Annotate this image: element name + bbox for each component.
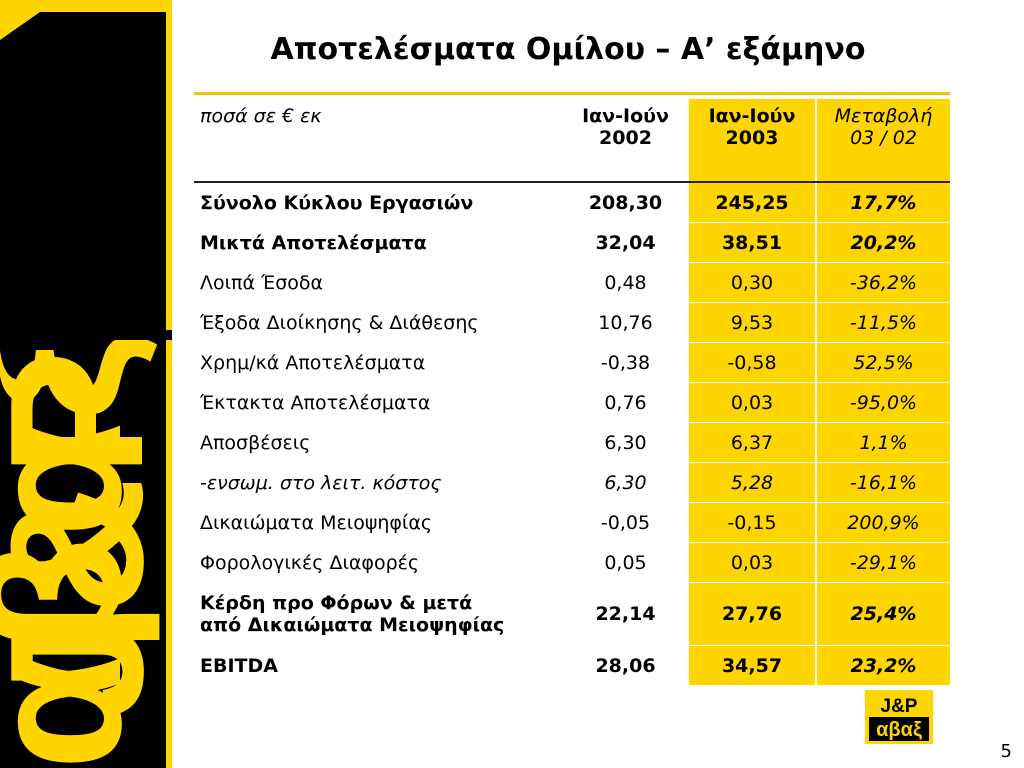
table-row: Φορολογικές Διαφορές 0,05 0,03 -29,1% <box>194 542 950 583</box>
row-label: EBITDA <box>194 645 564 685</box>
value-change: 25,4% <box>815 582 950 646</box>
header-2003: Ιαν-Ιούν 2003 <box>687 99 816 183</box>
table-row: -ενσωμ. στο λειτ. κόστος 6,30 5,28 -16,1… <box>194 462 950 503</box>
table-row: Μικτά Αποτελέσματα 32,04 38,51 20,2% <box>194 222 950 263</box>
table-row: Λοιπά Έσοδα 0,48 0,30 -36,2% <box>194 262 950 303</box>
value-2003: 245,25 <box>687 181 816 223</box>
svg-text:J&P: J&P <box>881 696 918 717</box>
value-2002: -0,38 <box>564 342 688 383</box>
table-row: Δικαιώματα Μειοψηφίας -0,05 -0,15 200,9% <box>194 502 950 543</box>
row-label: Σύνολο Κύκλου Εργασιών <box>194 181 564 223</box>
title-divider <box>194 92 950 95</box>
value-2003: -0,15 <box>687 502 816 543</box>
table-row: Έξοδα Διοίκησης & Διάθεσης 10,76 9,53 -1… <box>194 302 950 343</box>
value-2003: 0,03 <box>687 382 816 423</box>
value-2002: -0,05 <box>564 502 688 543</box>
results-table: ποσά σε € εκ Ιαν-Ιούν 2002 Ιαν-Ιούν 2003… <box>194 99 950 685</box>
header-change: Μεταβολή 03 / 02 <box>815 99 950 183</box>
value-change: 23,2% <box>815 645 950 685</box>
value-2002: 22,14 <box>564 582 688 646</box>
header-units: ποσά σε € εκ <box>194 99 564 183</box>
value-2003: 34,57 <box>687 645 816 685</box>
row-label: Χρημ/κά Αποτελέσματα <box>194 342 564 383</box>
row-label: Μικτά Αποτελέσματα <box>194 222 564 263</box>
value-2003: -0,58 <box>687 342 816 383</box>
value-change: 52,5% <box>815 342 950 383</box>
svg-text:αβαξ: αβαξ <box>0 335 161 768</box>
value-change: 200,9% <box>815 502 950 543</box>
row-label: Λοιπά Έσοδα <box>194 262 564 303</box>
value-change: -95,0% <box>815 382 950 423</box>
value-2003: 6,37 <box>687 422 816 463</box>
value-2003: 0,03 <box>687 542 816 583</box>
value-change: -36,2% <box>815 262 950 303</box>
row-label: Αποσβέσεις <box>194 422 564 463</box>
table-row: Έκτακτα Αποτελέσματα 0,76 0,03 -95,0% <box>194 382 950 423</box>
row-label: Δικαιώματα Μειοψηφίας <box>194 502 564 543</box>
value-2002: 10,76 <box>564 302 688 343</box>
value-change: 1,1% <box>815 422 950 463</box>
value-2002: 0,76 <box>564 382 688 423</box>
value-2002: 6,30 <box>564 462 688 503</box>
row-label: Έκτακτα Αποτελέσματα <box>194 382 564 423</box>
table-row: EBITDA 28,06 34,57 23,2% <box>194 645 950 685</box>
logo-graphic: J&P αβαξ <box>865 690 933 744</box>
table-row: Χρημ/κά Αποτελέσματα -0,38 -0,58 52,5% <box>194 342 950 383</box>
table-row: Κέρδη προ Φόρων & μετά από Δικαιώματα Με… <box>194 582 950 646</box>
value-2003: 38,51 <box>687 222 816 263</box>
value-change: -29,1% <box>815 542 950 583</box>
table-header-row: ποσά σε € εκ Ιαν-Ιούν 2002 Ιαν-Ιούν 2003… <box>194 99 950 183</box>
company-logo: J&P αβαξ <box>865 690 933 744</box>
value-2003: 9,53 <box>687 302 816 343</box>
value-change: -16,1% <box>815 462 950 503</box>
value-change: 17,7% <box>815 181 950 223</box>
row-label: Κέρδη προ Φόρων & μετά από Δικαιώματα Με… <box>194 582 564 646</box>
row-label: -ενσωμ. στο λειτ. κόστος <box>194 462 564 503</box>
header-2002: Ιαν-Ιούν 2002 <box>564 99 688 183</box>
value-2002: 6,30 <box>564 422 688 463</box>
value-2003: 5,28 <box>687 462 816 503</box>
table-row: Σύνολο Κύκλου Εργασιών 208,30 245,25 17,… <box>194 181 950 223</box>
value-change: -11,5% <box>815 302 950 343</box>
brand-watermark-graphic: J&P αβαξ <box>0 0 172 768</box>
value-2002: 0,05 <box>564 542 688 583</box>
page-number: 5 <box>1000 741 1012 762</box>
value-2002: 28,06 <box>564 645 688 685</box>
value-2002: 32,04 <box>564 222 688 263</box>
row-label: Φορολογικές Διαφορές <box>194 542 564 583</box>
table-row: Αποσβέσεις 6,30 6,37 1,1% <box>194 422 950 463</box>
value-2003: 0,30 <box>687 262 816 303</box>
svg-text:J&P: J&P <box>0 350 172 720</box>
value-2002: 0,48 <box>564 262 688 303</box>
value-2003: 27,76 <box>687 582 816 646</box>
svg-text:αβαξ: αβαξ <box>876 719 922 741</box>
value-2002: 208,30 <box>564 181 688 223</box>
side-brand-graphic: J&P αβαξ <box>0 0 172 768</box>
value-change: 20,2% <box>815 222 950 263</box>
row-label: Έξοδα Διοίκησης & Διάθεσης <box>194 302 564 343</box>
slide-title: Αποτελέσματα Ομίλου – Α’ εξάμηνο <box>270 32 866 67</box>
